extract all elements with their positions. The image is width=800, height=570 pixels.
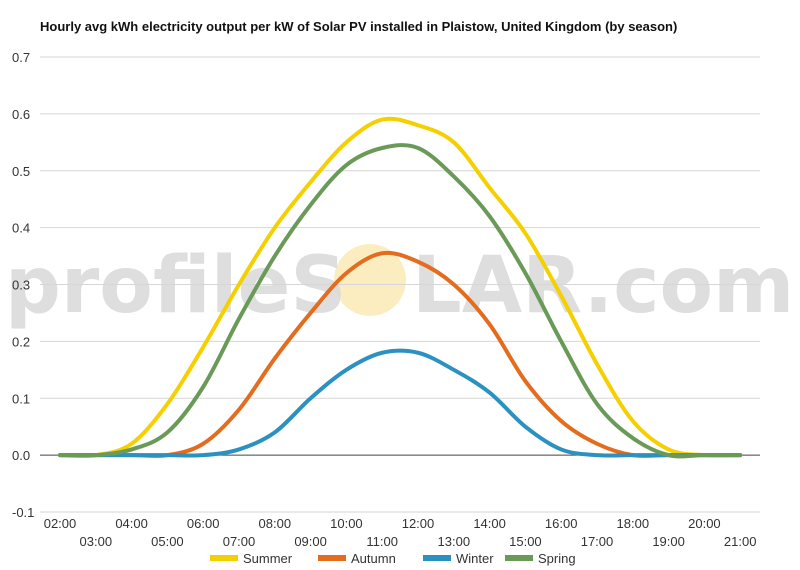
x-tick-label: 04:00 [115, 516, 148, 531]
x-tick-label: 20:00 [688, 516, 721, 531]
chart-title: Hourly avg kWh electricity output per kW… [40, 19, 678, 34]
y-tick-label: 0.4 [12, 221, 30, 236]
x-tick-label: 11:00 [366, 534, 398, 549]
y-tick-label: 0.1 [12, 391, 30, 406]
legend-label-winter: Winter [456, 551, 494, 566]
legend-swatch-spring [505, 555, 533, 561]
x-tick-label: 08:00 [259, 516, 292, 531]
x-tick-label: 10:00 [330, 516, 363, 531]
x-tick-label: 18:00 [617, 516, 650, 531]
legend-item-summer: Summer [210, 551, 293, 566]
y-tick-label: 0.5 [12, 164, 30, 179]
x-tick-label: 15:00 [509, 534, 542, 549]
legend-label-autumn: Autumn [351, 551, 396, 566]
legend-swatch-autumn [318, 555, 346, 561]
series-line-summer [58, 116, 743, 458]
y-tick-label: 0.3 [12, 278, 30, 293]
series-line-spring [58, 143, 743, 459]
legend-swatch-summer [210, 555, 238, 561]
legend-item-spring: Spring [505, 551, 576, 566]
legend-label-summer: Summer [243, 551, 293, 566]
x-tick-label: 13:00 [438, 534, 471, 549]
y-tick-label: 0.6 [12, 107, 30, 122]
y-tick-label: 0.0 [12, 448, 30, 463]
x-tick-label: 16:00 [545, 516, 578, 531]
watermark-sun-icon [334, 244, 406, 316]
x-tick-label: 02:00 [44, 516, 77, 531]
watermark: profileS LAR.com [5, 241, 794, 331]
x-tick-label: 19:00 [652, 534, 685, 549]
x-tick-label: 12:00 [402, 516, 435, 531]
x-tick-label: 09:00 [294, 534, 327, 549]
x-tick-label: 05:00 [151, 534, 184, 549]
watermark-left: profileS [5, 241, 347, 331]
legend-item-winter: Winter [423, 551, 494, 566]
legend-item-autumn: Autumn [318, 551, 396, 566]
x-tick-label: 03:00 [80, 534, 113, 549]
y-tick-label: 0.7 [12, 50, 30, 65]
legend-swatch-winter [423, 555, 451, 561]
y-tick-label: 0.2 [12, 334, 30, 349]
y-tick-label: -0.1 [12, 505, 34, 520]
x-tick-label: 06:00 [187, 516, 220, 531]
series-line-winter [58, 348, 743, 458]
x-tick-label: 14:00 [473, 516, 506, 531]
legend-label-spring: Spring [538, 551, 576, 566]
x-tick-label: 17:00 [581, 534, 614, 549]
x-tick-label: 21:00 [724, 534, 757, 549]
watermark-right: LAR.com [412, 241, 794, 331]
x-tick-label: 07:00 [223, 534, 256, 549]
